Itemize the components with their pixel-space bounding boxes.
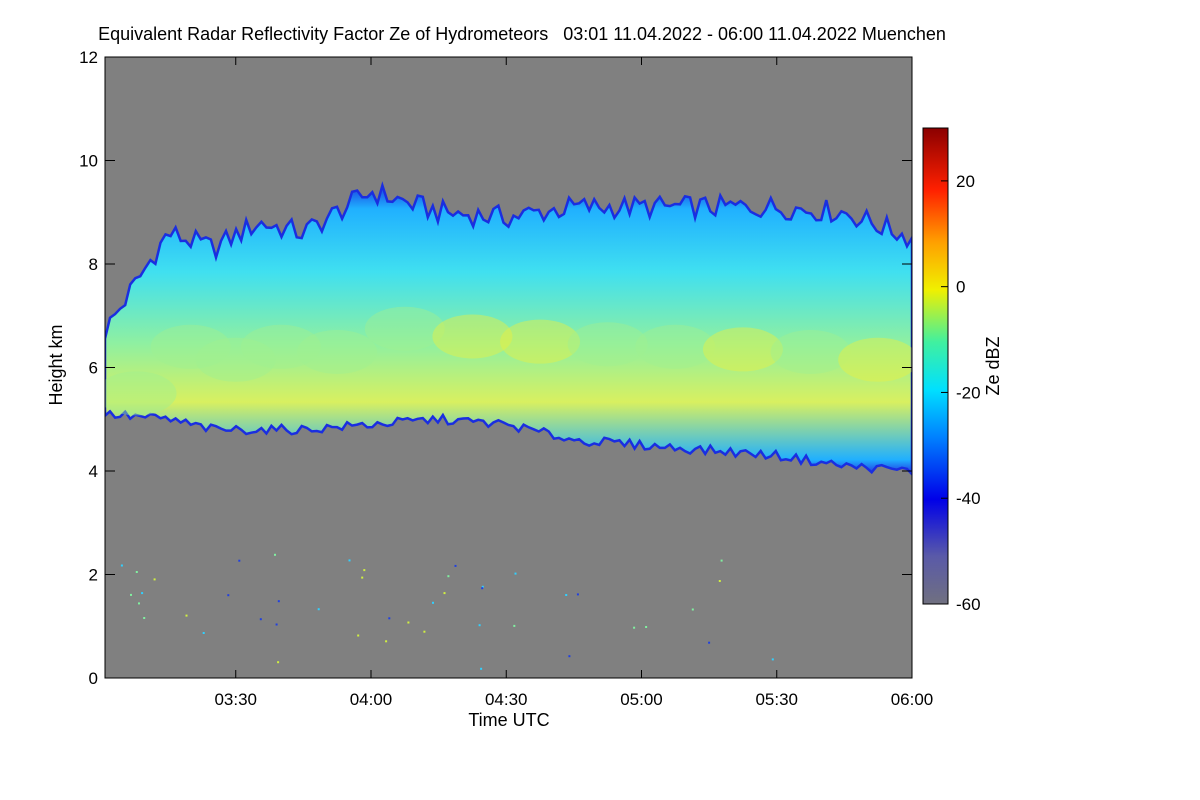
cloud-core-patch <box>567 322 648 367</box>
echo-speck <box>277 600 280 603</box>
chart-title: Equivalent Radar Reflectivity Factor Ze … <box>98 24 946 44</box>
y-tick-label: 10 <box>79 152 98 171</box>
cloud-core-patch <box>500 319 581 364</box>
cloud-core-patch <box>195 337 276 382</box>
cloud-core-patch <box>150 324 231 369</box>
echo-speck <box>135 571 138 573</box>
echo-speck <box>633 626 636 629</box>
colorbar-tick-label: -20 <box>956 383 981 402</box>
echo-speck <box>185 614 188 617</box>
x-tick-label: 05:30 <box>755 690 798 709</box>
echo-speck <box>720 559 723 562</box>
echo-speck <box>363 569 366 572</box>
echo-speck <box>348 559 351 562</box>
echo-speck <box>138 602 140 605</box>
echo-speck <box>202 632 205 634</box>
cloud-core-patch <box>702 327 783 372</box>
colorbar-tick-label: -40 <box>956 489 981 508</box>
colorbar-label: Ze dBZ <box>983 336 1003 395</box>
echo-speck <box>645 626 648 628</box>
colorbar-tick-label: 0 <box>956 278 965 297</box>
echo-speck <box>447 575 450 578</box>
x-tick-label: 03:30 <box>214 690 257 709</box>
cloud-echo-area <box>105 181 912 477</box>
x-tick-label: 04:30 <box>485 690 528 709</box>
cloud-core-patch <box>838 337 912 382</box>
echo-speck <box>120 564 123 567</box>
echo-speck <box>432 601 434 604</box>
echo-speck <box>259 618 262 621</box>
echo-speck <box>454 564 457 567</box>
echo-speck <box>153 578 156 581</box>
cloud-core-patch <box>297 329 378 374</box>
echo-speck <box>423 630 426 633</box>
echo-speck <box>238 559 241 562</box>
echo-speck <box>513 624 516 627</box>
x-tick-label: 05:00 <box>620 690 663 709</box>
echo-speck <box>357 634 360 637</box>
echo-speck <box>478 624 481 627</box>
x-tick-label: 04:00 <box>350 690 393 709</box>
colorbar-axis: -60 -40 -20 0 20 <box>941 172 981 614</box>
echo-speck <box>274 553 276 556</box>
echo-speck <box>388 617 391 620</box>
echo-speck <box>576 593 579 596</box>
colorbar-tick-label: 20 <box>956 172 975 191</box>
echo-speck <box>481 587 484 590</box>
echo-speck <box>277 661 280 664</box>
x-axis: 03:30 04:00 04:30 05:00 05:30 06:00 <box>214 57 933 709</box>
y-tick-label: 8 <box>89 255 98 274</box>
echo-speck <box>143 617 146 619</box>
echo-speck <box>385 640 388 643</box>
cloud-layer <box>105 181 912 477</box>
cloud-core-patch <box>770 329 851 374</box>
echo-speck <box>317 608 320 611</box>
y-tick-label: 2 <box>89 566 98 585</box>
x-axis-label: Time UTC <box>468 710 549 730</box>
colorbar <box>922 127 949 605</box>
y-tick-label: 6 <box>89 359 98 378</box>
cloud-core-patch <box>635 324 716 369</box>
echo-speck <box>568 655 571 658</box>
cloud-core-patch <box>240 324 321 369</box>
echo-speck <box>514 572 517 575</box>
echo-speck <box>407 621 410 624</box>
x-tick-label: 06:00 <box>891 690 934 709</box>
y-axis-label: Height km <box>46 324 66 405</box>
echo-speck <box>771 658 774 661</box>
echo-speck <box>275 623 278 626</box>
echo-speck <box>130 593 132 596</box>
echo-speck <box>481 585 484 588</box>
echo-speck <box>443 592 446 595</box>
y-tick-label: 4 <box>89 462 98 481</box>
y-tick-label: 12 <box>79 48 98 67</box>
colorbar-tick-label: -60 <box>956 595 981 614</box>
echo-speck <box>480 667 483 670</box>
echo-speck <box>227 594 230 597</box>
echo-speck <box>691 608 694 611</box>
cloud-core-patch <box>432 314 513 359</box>
echo-speck <box>708 641 711 644</box>
y-tick-label: 0 <box>89 669 98 688</box>
echo-speck <box>718 580 721 582</box>
echo-speck <box>565 594 568 596</box>
echo-speck <box>361 576 364 579</box>
echo-speck <box>141 592 144 595</box>
cloud-core-patch <box>105 371 177 416</box>
scattered-echoes <box>120 553 774 670</box>
cloud-core-patch <box>364 306 445 351</box>
y-axis: 0 2 4 6 8 10 12 <box>79 48 912 688</box>
